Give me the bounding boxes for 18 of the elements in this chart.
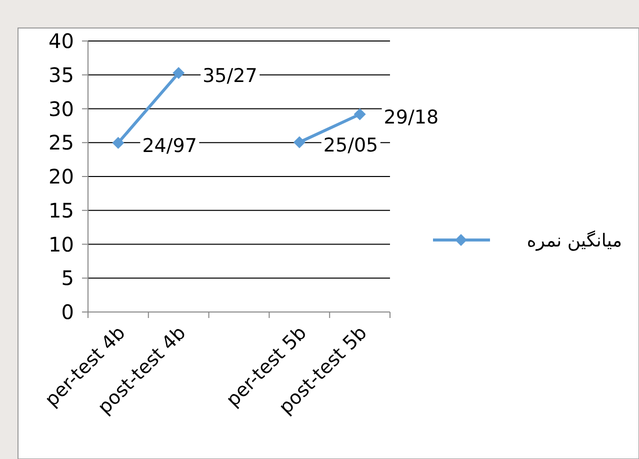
point [112,136,124,149]
point [354,108,366,120]
y-tick-label: 10 [48,232,74,256]
data-label: 35/27 [202,65,258,88]
y-tick-label: 35 [48,62,74,87]
y-tick-label: 20 [48,164,74,188]
legend-label: میانگین نمره [526,229,622,252]
data-label: 24/97 [142,134,197,157]
y-tick-label: 5 [61,266,74,290]
point [293,136,306,148]
data-label: 29/18 [384,106,439,128]
y-tick-label: 40 [48,29,74,53]
y-tick-label: 30 [48,96,74,121]
data-label: 25/05 [323,134,378,156]
y-tick-label: 0 [61,300,74,324]
y-tick-label: 25 [48,130,74,155]
y-tick-label: 15 [48,198,74,222]
point [172,67,185,80]
